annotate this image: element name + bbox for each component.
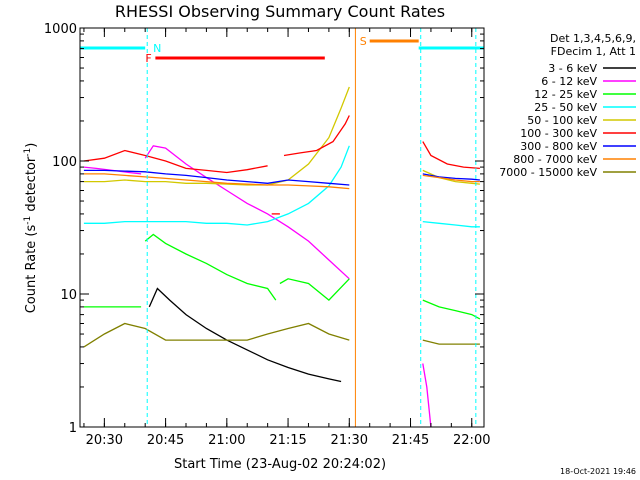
series-line bbox=[148, 287, 342, 383]
x-tick-label: 21:00 bbox=[208, 433, 245, 448]
legend-label: 25 - 50 keV bbox=[534, 101, 597, 114]
y-axis-label: Count Rate (s-1 detector-1) bbox=[23, 143, 39, 314]
x-tick-label: 20:45 bbox=[147, 433, 184, 448]
series-line bbox=[422, 299, 481, 320]
annotation-label: N bbox=[153, 42, 161, 55]
series-line bbox=[83, 86, 350, 186]
x-tick-label: 22:00 bbox=[453, 433, 490, 448]
series-line bbox=[83, 149, 268, 174]
series-group bbox=[83, 86, 480, 186]
series-group bbox=[83, 173, 480, 190]
legend-label: 12 - 25 keV bbox=[534, 88, 597, 101]
legend-label: 100 - 300 keV bbox=[520, 127, 597, 140]
series-group bbox=[83, 233, 481, 320]
y-tick-label: 100 bbox=[52, 155, 77, 170]
x-axis-label: Start Time (23-Aug-02 20:24:02) bbox=[174, 457, 386, 472]
legend-header-line: FDecim 1, Att 1 bbox=[551, 45, 636, 58]
series-group bbox=[83, 169, 480, 186]
series-line bbox=[83, 145, 350, 226]
x-tick-label: 21:45 bbox=[392, 433, 429, 448]
timestamp: 18-Oct-2021 19:46 bbox=[560, 467, 636, 476]
x-tick-label: 20:30 bbox=[86, 433, 123, 448]
annotation-label: F bbox=[145, 52, 151, 65]
series-line bbox=[144, 233, 277, 301]
legend-label: 800 - 7000 keV bbox=[513, 153, 597, 166]
series-line bbox=[422, 220, 480, 228]
series-line bbox=[422, 141, 480, 170]
legend-label: 6 - 12 keV bbox=[541, 75, 597, 88]
series-line bbox=[422, 339, 480, 345]
series-line bbox=[283, 115, 350, 157]
series-line bbox=[422, 363, 432, 428]
series-line bbox=[279, 278, 350, 301]
y-tick-label: 10 bbox=[60, 288, 77, 303]
series-group bbox=[83, 145, 480, 228]
series-group bbox=[148, 287, 342, 383]
legend-label: 50 - 100 keV bbox=[527, 114, 597, 127]
annotation-layer: NF S bbox=[80, 28, 484, 427]
series-layer bbox=[83, 86, 481, 428]
y-tick-label: 1000 bbox=[44, 22, 77, 37]
series-group bbox=[83, 322, 480, 348]
series-line bbox=[144, 145, 350, 280]
series-line bbox=[422, 173, 480, 181]
annotation-label: S bbox=[360, 35, 367, 48]
series-line bbox=[83, 169, 350, 186]
chart-title: RHESSI Observing Summary Count Rates bbox=[115, 2, 445, 21]
legend: Det 1,3,4,5,6,9, FDecim 1, Att 1 3 - 6 k… bbox=[499, 32, 636, 179]
series-line bbox=[83, 173, 350, 190]
axis-layer: 1 10 100 1000 20:30 20:45 21:00 21:15 21:30 21:45… bbox=[44, 22, 491, 448]
series-line bbox=[422, 174, 480, 183]
y-tick-label: 1 bbox=[69, 421, 77, 436]
series-line bbox=[83, 322, 350, 348]
x-tick-label: 21:15 bbox=[269, 433, 306, 448]
series-group bbox=[83, 115, 480, 215]
series-line bbox=[422, 169, 480, 185]
legend-header-line: Det 1,3,4,5,6,9, bbox=[550, 32, 636, 45]
x-tick-label: 21:30 bbox=[331, 433, 368, 448]
legend-label: 300 - 800 keV bbox=[520, 140, 597, 153]
legend-label: 7000 - 15000 keV bbox=[499, 166, 597, 179]
legend-label: 3 - 6 keV bbox=[548, 62, 597, 75]
plot-frame bbox=[79, 27, 485, 428]
